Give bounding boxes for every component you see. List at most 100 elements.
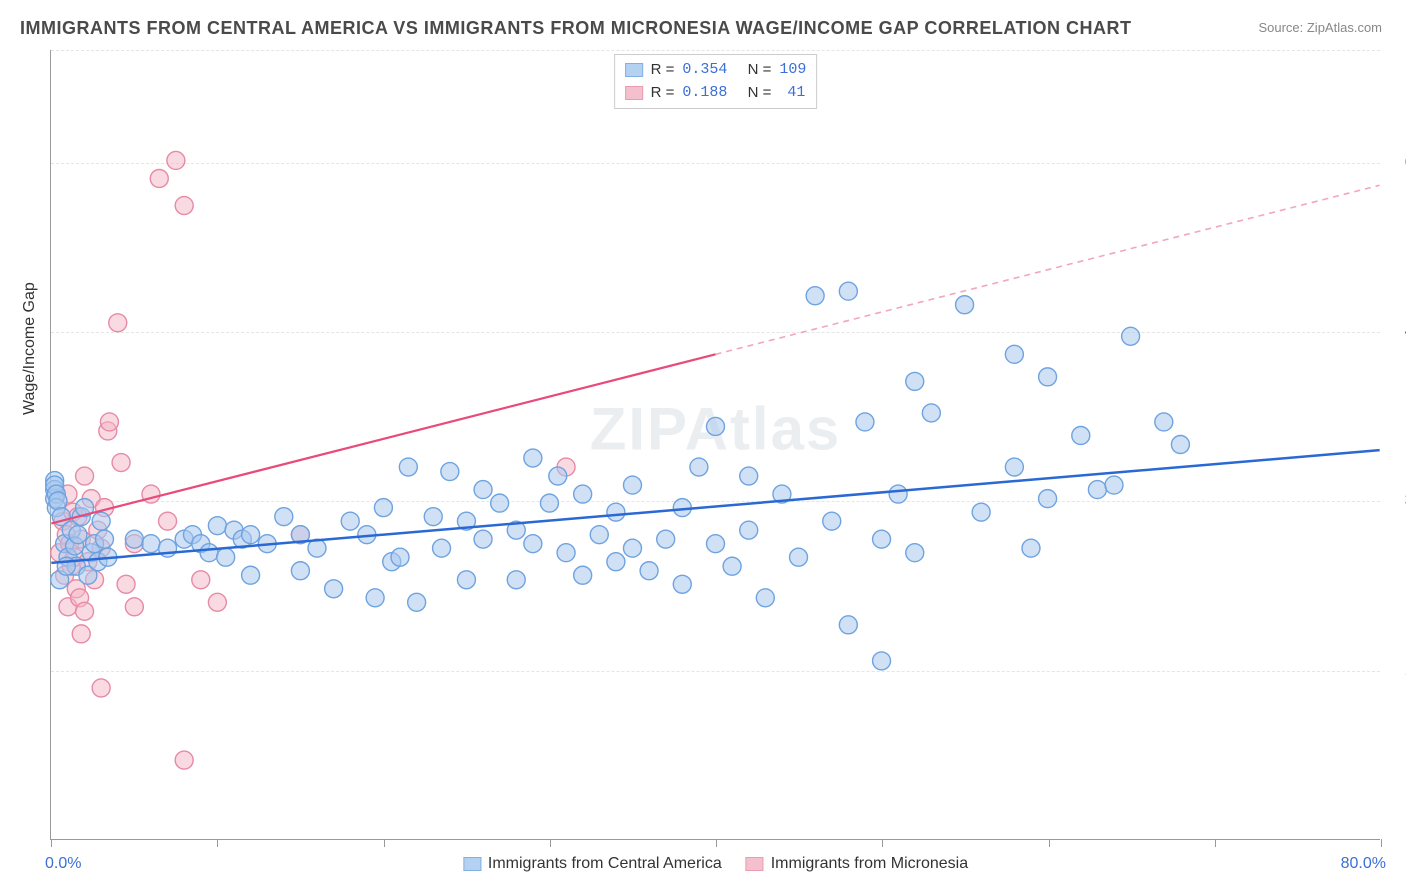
x-tick <box>217 839 218 847</box>
scatter-point-blue <box>574 566 592 584</box>
x-tick <box>1381 839 1382 847</box>
scatter-point-blue <box>1005 458 1023 476</box>
scatter-point-blue <box>366 589 384 607</box>
scatter-point-blue <box>1155 413 1173 431</box>
x-max-label: 80.0% <box>1341 855 1386 873</box>
scatter-point-blue <box>291 562 309 580</box>
scatter-point-blue <box>1005 345 1023 363</box>
stats-legend-box: R = 0.354 N = 109 R = 0.188 N = 41 <box>614 54 818 109</box>
x-tick <box>882 839 883 847</box>
x-tick <box>1215 839 1216 847</box>
y-tick-label: 60.0% <box>1390 154 1406 172</box>
scatter-point-blue <box>341 512 359 530</box>
scatter-point-blue <box>95 530 113 548</box>
scatter-point-blue <box>524 449 542 467</box>
scatter-point-blue <box>1039 490 1057 508</box>
scatter-point-blue <box>217 548 235 566</box>
y-tick-label: 30.0% <box>1390 492 1406 510</box>
legend-item-blue: Immigrants from Central America <box>463 855 722 873</box>
scatter-point-blue <box>549 467 567 485</box>
legend-label-pink: Immigrants from Micronesia <box>771 855 968 873</box>
scatter-point-blue <box>574 485 592 503</box>
scatter-point-blue <box>408 593 426 611</box>
scatter-point-blue <box>474 481 492 499</box>
scatter-point-pink <box>72 625 90 643</box>
scatter-point-blue <box>839 282 857 300</box>
chart-title: IMMIGRANTS FROM CENTRAL AMERICA VS IMMIG… <box>20 18 1131 39</box>
n-label: N = <box>748 59 772 82</box>
scatter-point-blue <box>839 616 857 634</box>
scatter-point-blue <box>399 458 417 476</box>
scatter-point-blue <box>1105 476 1123 494</box>
scatter-point-blue <box>92 512 110 530</box>
scatter-point-blue <box>856 413 874 431</box>
scatter-point-blue <box>1171 436 1189 454</box>
chart-container: IMMIGRANTS FROM CENTRAL AMERICA VS IMMIG… <box>0 0 1406 892</box>
scatter-point-blue <box>607 553 625 571</box>
scatter-point-blue <box>242 526 260 544</box>
n-blue: 109 <box>779 59 806 82</box>
scatter-point-blue <box>657 530 675 548</box>
scatter-point-pink <box>167 151 185 169</box>
scatter-point-blue <box>640 562 658 580</box>
scatter-point-blue <box>49 492 67 510</box>
legend-swatch-blue <box>463 857 481 871</box>
swatch-pink <box>625 86 643 100</box>
scatter-point-blue <box>424 508 442 526</box>
scatter-point-blue <box>873 652 891 670</box>
x-tick <box>384 839 385 847</box>
y-tick-label: 15.0% <box>1390 662 1406 680</box>
scatter-point-blue <box>623 539 641 557</box>
scatter-point-pink <box>175 751 193 769</box>
scatter-point-pink <box>175 197 193 215</box>
scatter-point-blue <box>956 296 974 314</box>
scatter-point-blue <box>889 485 907 503</box>
scatter-point-blue <box>441 463 459 481</box>
x-tick <box>550 839 551 847</box>
scatter-point-blue <box>125 530 143 548</box>
legend-item-pink: Immigrants from Micronesia <box>746 855 968 873</box>
scatter-point-blue <box>790 548 808 566</box>
n-pink: 41 <box>779 82 805 105</box>
scatter-point-blue <box>906 544 924 562</box>
scatter-point-pink <box>125 598 143 616</box>
swatch-blue <box>625 63 643 77</box>
scatter-point-blue <box>707 535 725 553</box>
scatter-point-blue <box>275 508 293 526</box>
r-label-2: R = <box>651 82 675 105</box>
x-tick <box>51 839 52 847</box>
scatter-point-blue <box>242 566 260 584</box>
scatter-point-blue <box>474 530 492 548</box>
scatter-point-blue <box>208 517 226 535</box>
stats-row-blue: R = 0.354 N = 109 <box>625 59 807 82</box>
scatter-point-blue <box>690 458 708 476</box>
plot-area: Wage/Income Gap ZIPAtlas 15.0%30.0%45.0%… <box>50 50 1380 840</box>
scatter-point-blue <box>1039 368 1057 386</box>
scatter-point-pink <box>112 454 130 472</box>
scatter-point-pink <box>76 467 94 485</box>
bottom-legend: Immigrants from Central America Immigran… <box>463 855 968 873</box>
scatter-svg <box>51 50 1380 839</box>
scatter-point-blue <box>557 544 575 562</box>
y-axis-title: Wage/Income Gap <box>21 282 39 415</box>
x-tick <box>1049 839 1050 847</box>
scatter-point-pink <box>109 314 127 332</box>
stats-row-pink: R = 0.188 N = 41 <box>625 82 807 105</box>
scatter-point-blue <box>740 521 758 539</box>
scatter-point-blue <box>906 372 924 390</box>
r-blue: 0.354 <box>682 59 727 82</box>
scatter-point-blue <box>524 535 542 553</box>
scatter-point-blue <box>142 535 160 553</box>
y-tick-label: 45.0% <box>1390 323 1406 341</box>
scatter-point-blue <box>823 512 841 530</box>
scatter-point-blue <box>756 589 774 607</box>
scatter-point-pink <box>117 575 135 593</box>
scatter-point-blue <box>1072 426 1090 444</box>
scatter-point-blue <box>540 494 558 512</box>
scatter-point-blue <box>607 503 625 521</box>
scatter-point-blue <box>433 539 451 557</box>
scatter-point-pink <box>159 512 177 530</box>
r-label: R = <box>651 59 675 82</box>
scatter-point-blue <box>740 467 758 485</box>
scatter-point-blue <box>1088 481 1106 499</box>
